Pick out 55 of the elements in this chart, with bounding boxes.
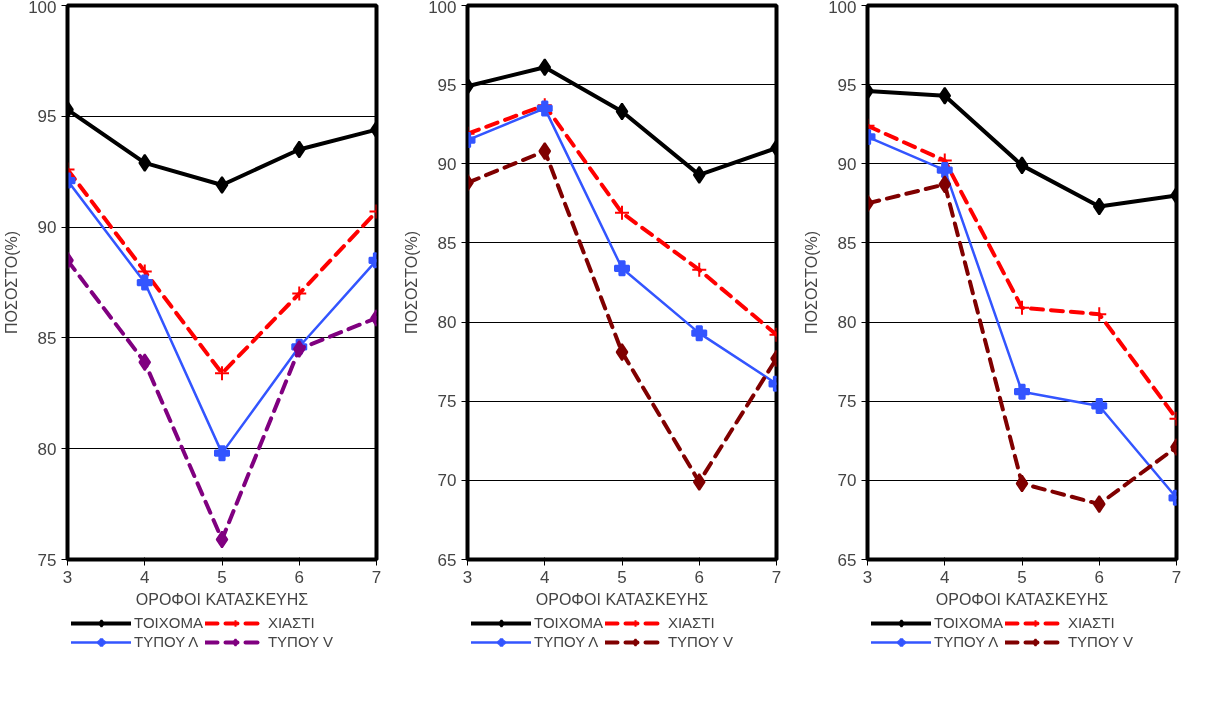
- y-tick-label: 80: [437, 313, 457, 333]
- legend-label: ΧΙΑΣΤΙ: [1067, 614, 1115, 631]
- y-tick-label: 100: [828, 0, 857, 17]
- legend-label: ΧΙΑΣΤΙ: [667, 614, 715, 631]
- x-tick-label: 7: [771, 567, 782, 587]
- y-tick-label: 75: [437, 392, 457, 412]
- y-tick-label: 85: [837, 233, 857, 253]
- y-tick-label: 75: [37, 550, 57, 570]
- x-tick-label: 5: [217, 567, 227, 587]
- y-tick-label: 80: [837, 313, 857, 333]
- x-tick-label: 5: [617, 567, 627, 587]
- y-tick-label: 95: [437, 75, 457, 95]
- x-tick-label: 7: [1171, 567, 1182, 587]
- legend-label: ΧΙΑΣΤΙ: [267, 614, 315, 631]
- legend-label: ΤΥΠΟΥ Λ: [934, 633, 999, 650]
- y-tick-label: 90: [37, 218, 57, 238]
- x-tick-label: 6: [1094, 567, 1104, 587]
- legend-label: ΤΟΙΧΟΜΑ: [134, 614, 203, 631]
- y-tick-label: 85: [437, 233, 457, 253]
- legend-label: ΤΟΙΧΟΜΑ: [534, 614, 603, 631]
- x-tick-label: 7: [371, 567, 382, 587]
- x-tick-label: 6: [694, 567, 704, 587]
- x-tick-label: 4: [540, 567, 550, 587]
- y-tick-label: 75: [837, 392, 857, 412]
- y-tick-label: 65: [437, 550, 457, 570]
- legend-label: ΤΥΠΟΥ Λ: [534, 633, 599, 650]
- y-tick-label: 70: [837, 471, 857, 491]
- y-tick-label: 80: [37, 439, 57, 459]
- y-tick-label: 100: [28, 0, 57, 17]
- y-tick-label: 95: [837, 75, 857, 95]
- x-axis-title: ΟΡΟΦΟΙ ΚΑΤΑΣΚΕΥΗΣ: [135, 590, 309, 608]
- y-axis-title: ΠΟΣΟΣΤΟ(%): [3, 230, 21, 335]
- y-tick-label: 90: [837, 154, 857, 174]
- legend-label: ΤΟΙΧΟΜΑ: [934, 614, 1003, 631]
- y-tick-label: 100: [428, 0, 457, 17]
- y-tick-label: 85: [37, 328, 57, 348]
- legend-label: ΤΥΠΟΥ V: [267, 633, 333, 650]
- x-tick-label: 5: [1017, 567, 1027, 587]
- y-axis-title: ΠΟΣΟΣΤΟ(%): [803, 230, 821, 335]
- x-axis-title: ΟΡΟΦΟΙ ΚΑΤΑΣΚΕΥΗΣ: [935, 590, 1109, 608]
- x-tick-label: 3: [462, 567, 473, 587]
- legend-label: ΤΥΠΟΥ V: [1067, 633, 1133, 650]
- y-tick-label: 70: [437, 471, 457, 491]
- x-tick-label: 6: [294, 567, 304, 587]
- x-tick-label: 4: [140, 567, 150, 587]
- x-tick-label: 3: [862, 567, 873, 587]
- y-axis-title: ΠΟΣΟΣΤΟ(%): [403, 230, 421, 335]
- x-tick-label: 4: [940, 567, 950, 587]
- x-tick-label: 3: [62, 567, 73, 587]
- y-tick-label: 95: [37, 107, 57, 127]
- x-axis-title: ΟΡΟΦΟΙ ΚΑΤΑΣΚΕΥΗΣ: [535, 590, 709, 608]
- y-tick-label: 65: [837, 550, 857, 570]
- y-tick-label: 90: [437, 154, 457, 174]
- legend-label: ΤΥΠΟΥ V: [667, 633, 733, 650]
- legend-label: ΤΥΠΟΥ Λ: [134, 633, 199, 650]
